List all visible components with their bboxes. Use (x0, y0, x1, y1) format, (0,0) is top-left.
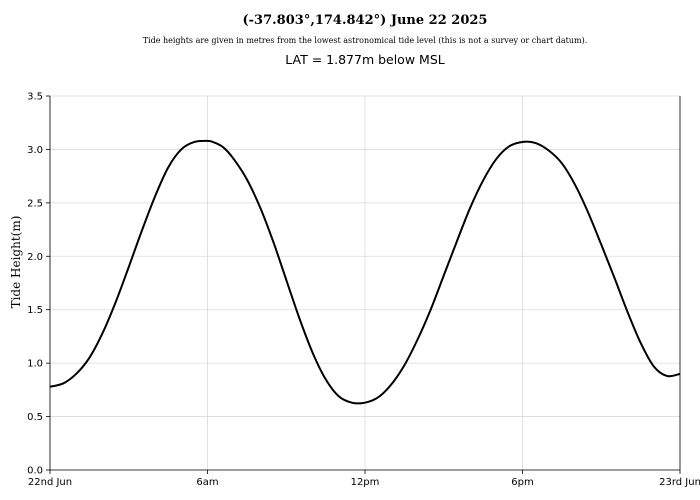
tide-height-line (49, 139, 681, 405)
y-tick-label: 2.5 (27, 198, 43, 209)
x-tick-label: 6am (196, 477, 218, 488)
y-axis-label: Tide Height(m) (9, 216, 23, 309)
chart-title: (-37.803°,174.842°) June 22 2025 (243, 13, 488, 28)
x-tick-label: 6pm (511, 477, 533, 488)
y-tick-label: 3.0 (27, 145, 43, 156)
lat-annotation: LAT = 1.877m below MSL (285, 52, 444, 67)
grid-lines (49, 95, 681, 471)
y-tick-label: 3.5 (27, 92, 43, 103)
y-tick-label: 1.5 (27, 305, 43, 316)
x-tick-label: 22nd Jun (28, 477, 72, 488)
x-tick-label: 12pm (351, 477, 380, 488)
y-tick-label: 2.0 (27, 252, 43, 263)
series-group (49, 139, 681, 405)
x-axis-ticks: 22nd Jun 6am 12pm 6pm 23rd Jun (28, 470, 700, 488)
y-tick-label: 0.5 (27, 412, 43, 423)
chart-subtitle: Tide heights are given in metres from th… (143, 36, 588, 45)
x-tick-label: 23rd Jun (659, 477, 700, 488)
y-axis-ticks: 0.0 0.5 1.0 1.5 2.0 2.5 3.0 3.5 (27, 92, 50, 477)
y-tick-label: 1.0 (27, 359, 43, 370)
y-tick-label: 0.0 (27, 466, 43, 477)
